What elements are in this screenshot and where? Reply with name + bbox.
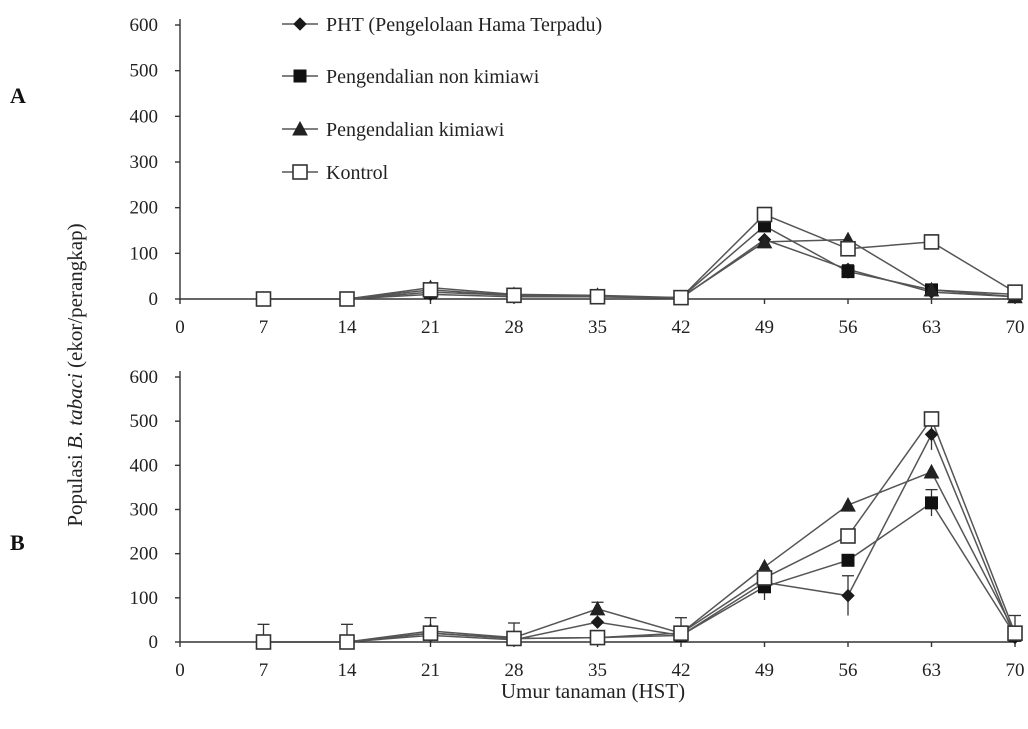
panel-a-series-square-open-point bbox=[840, 240, 856, 257]
panel-a-series-triangle-point bbox=[923, 281, 940, 297]
legend: PHT (Pengelolaan Hama Terpadu) Pengendali… bbox=[282, 14, 602, 184]
panel-b-series-square-filled-point bbox=[925, 496, 938, 510]
panel-b: 0 100 200 300 400 500 600 0 7 14 21 28 35 42 49 56 63 70 bbox=[130, 367, 1025, 681]
panel-a-series-square-open-point bbox=[422, 282, 439, 298]
panel-b-series-triangle-line bbox=[263, 471, 1016, 643]
y-axis-label: Populasi B. tabaci (ekor/perangkap) bbox=[63, 223, 87, 526]
legend-entry-square-filled-marker bbox=[293, 69, 307, 83]
panel-a: 0 100 200 300 400 500 600 0 7 14 21 28 35 42 49 56 63 70 bbox=[130, 15, 1025, 338]
panel-a-x-tick-label: 49 bbox=[755, 317, 774, 338]
panel-b-y-tick-label: 400 bbox=[130, 455, 159, 476]
legend-entry-square-open-marker bbox=[292, 164, 308, 180]
panel-a-x-tick-label: 63 bbox=[922, 317, 941, 338]
panel-b-series-triangle-point bbox=[840, 497, 856, 512]
panel-b-x-tick-label: 42 bbox=[672, 660, 691, 681]
panel-b-y-tick-label: 600 bbox=[130, 367, 159, 388]
panel-a-series-square-open-point bbox=[506, 287, 522, 304]
panel-a-series-square-filled-point bbox=[841, 265, 855, 279]
panel-b-x-tick-label: 35 bbox=[588, 660, 607, 681]
panel-a-y-tick-label: 500 bbox=[130, 61, 159, 82]
panel-b-series-square-open-point bbox=[923, 411, 940, 427]
panel-a-series-triangle-point bbox=[756, 233, 773, 249]
panel-b-series-square-open-point bbox=[756, 570, 773, 586]
panel-a-series-square-open-point bbox=[756, 206, 773, 223]
panel-a-x-tick-label: 35 bbox=[588, 317, 607, 338]
panel-b-x-tick-label: 0 bbox=[175, 660, 185, 681]
panel-b-series-diamond-point bbox=[841, 588, 855, 603]
panel-b-series-square-open-point bbox=[339, 634, 355, 650]
legend-entry-triangle-label: Pengendalian kimiawi bbox=[326, 119, 505, 141]
panel-a-series-square-open-point bbox=[923, 234, 940, 250]
panel-a-series-square-open-line bbox=[263, 213, 1016, 300]
panel-b-x-tick-label: 14 bbox=[338, 660, 358, 681]
panel-a-series-square-open-point bbox=[589, 288, 606, 305]
panel-a-series-square-open-point bbox=[1007, 284, 1023, 300]
panel-b-y-tick-label: 300 bbox=[130, 500, 159, 521]
panel-a-y-tick-label: 300 bbox=[130, 152, 159, 173]
panel-b-series-diamond-point bbox=[924, 427, 939, 442]
panel-b-series-square-open-point bbox=[840, 528, 856, 544]
legend-entry-square-open-label: Kontrol bbox=[326, 162, 389, 184]
panel-b-series-triangle-point bbox=[923, 463, 940, 479]
panel-a-series-triangle-line bbox=[263, 238, 1016, 300]
panel-label-b: B bbox=[10, 530, 25, 555]
panel-b-x-tick-label: 56 bbox=[839, 660, 858, 681]
panel-a-y-tick-label: 400 bbox=[130, 106, 159, 127]
panel-b-series-square-open-point bbox=[1007, 625, 1023, 641]
panel-a-x-tick-label: 28 bbox=[505, 317, 524, 338]
panel-b-series-triangle-point bbox=[589, 600, 606, 616]
panel-b-x-tick-label: 70 bbox=[1006, 660, 1025, 681]
panel-a-x-tick-label: 56 bbox=[839, 317, 858, 338]
panel-b-series-square-open-point bbox=[422, 625, 439, 641]
panel-a-y-tick-label: 600 bbox=[130, 15, 159, 36]
panel-b-series-diamond-line bbox=[263, 432, 1016, 643]
panel-a-x-tick-label: 0 bbox=[175, 317, 185, 338]
panel-b-y-tick-label: 0 bbox=[149, 632, 159, 653]
panel-a-series-square-open-point bbox=[339, 291, 355, 307]
legend-entry-triangle-marker bbox=[292, 120, 308, 136]
panel-b-series-diamond-point bbox=[590, 615, 605, 629]
panel-a-x-tick-label: 7 bbox=[259, 317, 269, 338]
panel-a-y-tick-label: 0 bbox=[149, 289, 159, 310]
panel-a-y-tick-label: 200 bbox=[130, 198, 159, 219]
panel-b-x-tick-label: 49 bbox=[755, 660, 774, 681]
panel-a-x-tick-label: 14 bbox=[338, 317, 358, 338]
panel-a-y-tick-label: 100 bbox=[130, 243, 159, 264]
panel-a-series-square-open-point bbox=[673, 289, 689, 306]
panel-a-series-square-filled-line bbox=[263, 225, 1016, 300]
panel-label-a: A bbox=[10, 83, 26, 108]
panel-b-series-square-open-point bbox=[589, 629, 606, 646]
panel-b-x-tick-label: 21 bbox=[421, 660, 440, 681]
panel-a-x-tick-label: 21 bbox=[421, 317, 440, 338]
panel-b-series-square-open-point bbox=[255, 634, 272, 650]
x-axis-label: Umur tanaman (HST) bbox=[501, 679, 685, 703]
panel-b-y-tick-label: 200 bbox=[130, 544, 159, 565]
panel-b-x-tick-label: 63 bbox=[922, 660, 941, 681]
panel-a-x-tick-label: 42 bbox=[672, 317, 691, 338]
panel-a-series-square-open-point bbox=[255, 291, 272, 307]
panel-b-y-tick-label: 500 bbox=[130, 411, 159, 432]
panel-b-x-tick-label: 28 bbox=[505, 660, 524, 681]
panel-b-x-tick-label: 7 bbox=[259, 660, 269, 681]
legend-entry-diamond-label: PHT (Pengelolaan Hama Terpadu) bbox=[326, 14, 602, 36]
panel-b-series-square-open-point bbox=[673, 625, 689, 641]
panel-b-series-square-open-line bbox=[263, 417, 1016, 643]
legend-entry-square-filled-label: Pengendalian non kimiawi bbox=[326, 66, 540, 88]
legend-entry-diamond-marker bbox=[293, 17, 307, 31]
panel-b-series-square-filled-point bbox=[841, 553, 855, 567]
panel-b-series-square-open-point bbox=[506, 630, 522, 647]
panel-a-series-diamond-line bbox=[263, 238, 1016, 300]
panel-b-y-tick-label: 100 bbox=[130, 588, 159, 609]
panel-a-x-tick-label: 70 bbox=[1006, 317, 1025, 338]
